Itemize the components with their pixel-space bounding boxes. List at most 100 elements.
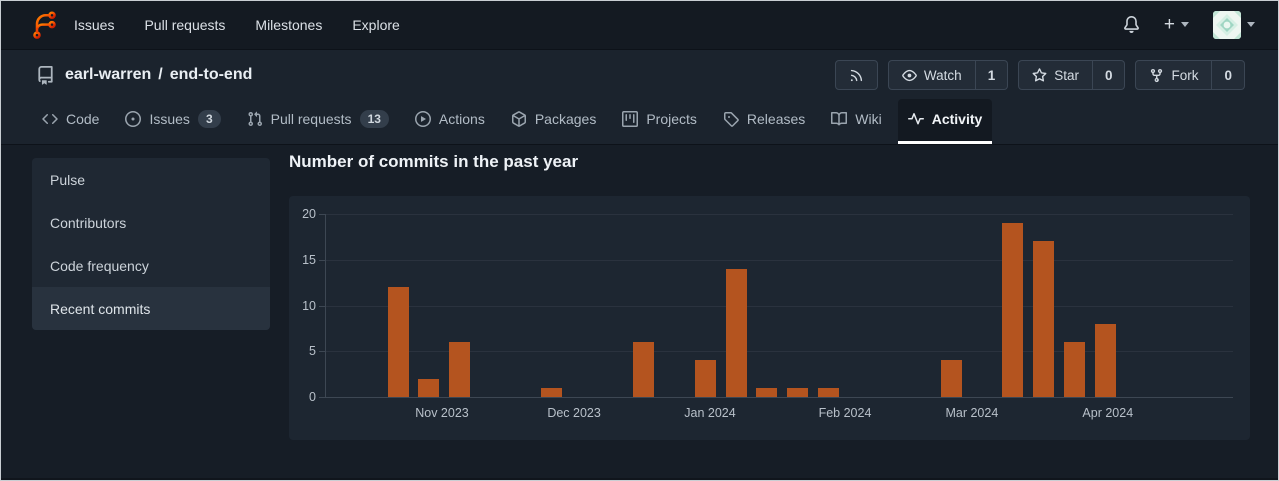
commit-bar-week-12 xyxy=(756,387,778,397)
gridline-y-15 xyxy=(325,259,1233,261)
create-new-dropdown[interactable]: + xyxy=(1164,15,1189,34)
navbar-link-issues[interactable]: Issues xyxy=(74,16,115,33)
navbar-links: Issues Pull requests Milestones Explore xyxy=(74,17,400,33)
commit-bar-week-14 xyxy=(817,387,839,397)
tag-icon xyxy=(723,112,739,127)
star-button[interactable]: Star xyxy=(1018,60,1093,90)
commit-bar-week-13 xyxy=(787,387,809,397)
x-tick-label-0: Nov 2023 xyxy=(415,406,469,420)
forgejo-logo-icon[interactable] xyxy=(28,10,58,40)
gridline-y-20 xyxy=(325,214,1233,215)
tab-label: Actions xyxy=(438,111,485,127)
fork-count[interactable]: 0 xyxy=(1212,60,1245,90)
navbar-link-explore[interactable]: Explore xyxy=(352,16,400,33)
repo-tab-bar: Code Issues 3 Pull requests 13 Actions P… xyxy=(32,99,1279,144)
repo-action-buttons: Watch 1 Star 0 Fork 0 xyxy=(834,60,1245,90)
watch-button-group: Watch 1 xyxy=(887,60,1009,90)
watch-button[interactable]: Watch xyxy=(887,60,976,90)
sidebar-item-code-frequency[interactable]: Code frequency xyxy=(50,257,149,274)
y-tick-label-5: 5 xyxy=(309,344,316,359)
y-tick-mark-10 xyxy=(319,305,325,307)
notifications-bell-icon[interactable] xyxy=(1123,16,1140,33)
tab-label: Projects xyxy=(646,111,697,127)
commit-bar-week-10 xyxy=(694,360,716,397)
play-icon xyxy=(414,111,431,127)
gridline-y-0 xyxy=(325,397,1233,398)
tab-releases[interactable]: Releases xyxy=(713,99,815,144)
y-tick-mark-15 xyxy=(319,259,325,261)
navbar-link-pull-requests[interactable]: Pull requests xyxy=(144,16,226,33)
commit-bar-week-0 xyxy=(387,287,409,397)
star-label: Star xyxy=(1054,67,1079,83)
rss-feed-button[interactable] xyxy=(834,60,878,90)
tab-wiki[interactable]: Wiki xyxy=(821,99,891,144)
x-tick-label-3: Feb 2024 xyxy=(818,406,872,420)
tab-label: Wiki xyxy=(855,111,882,127)
git-pull-request-icon xyxy=(248,111,262,127)
repo-title-row: earl-warren / end-to-end Watch 1 Star 0 xyxy=(0,50,1279,100)
x-tick-label-2: Jan 2024 xyxy=(684,406,736,420)
tab-projects[interactable]: Projects xyxy=(612,99,707,144)
pulse-icon xyxy=(907,113,924,125)
fork-icon xyxy=(1151,68,1163,82)
issues-count-badge: 3 xyxy=(197,109,221,129)
fork-button[interactable]: Fork xyxy=(1135,60,1213,90)
gridline-y-5 xyxy=(325,351,1233,353)
package-icon xyxy=(511,111,526,127)
y-tick-mark-20 xyxy=(319,214,325,215)
rss-icon xyxy=(850,69,863,81)
y-tick-mark-0 xyxy=(319,397,325,398)
navbar-right-group: + xyxy=(1123,10,1255,39)
watch-count[interactable]: 1 xyxy=(975,60,1009,90)
plus-icon: + xyxy=(1163,14,1175,35)
tab-label: Pull requests xyxy=(270,111,352,127)
repo-icon xyxy=(36,65,55,85)
commit-bar-week-20 xyxy=(1002,223,1024,397)
tab-label: Activity xyxy=(931,111,983,127)
commit-bar-week-5 xyxy=(541,387,563,397)
commit-bar-week-21 xyxy=(1033,241,1054,397)
commit-bar-week-23 xyxy=(1094,323,1116,397)
top-navbar: Issues Pull requests Milestones Explore … xyxy=(0,0,1279,50)
issue-opened-icon xyxy=(125,111,142,127)
navbar-link-milestones[interactable]: Milestones xyxy=(255,16,323,33)
watch-label: Watch xyxy=(923,67,962,83)
book-icon xyxy=(831,111,848,126)
sidebar-item-pulse[interactable]: Pulse xyxy=(50,171,86,188)
commit-bar-week-22 xyxy=(1063,342,1085,397)
tab-label: Code xyxy=(66,111,100,127)
repo-owner-link[interactable]: earl-warren xyxy=(65,66,152,83)
commit-bar-week-11 xyxy=(725,268,747,397)
repo-breadcrumb: earl-warren / end-to-end xyxy=(65,66,252,84)
commit-bar-week-2 xyxy=(449,342,470,397)
sidebar-item-contributors[interactable]: Contributors xyxy=(50,214,127,231)
repo-header: earl-warren / end-to-end Watch 1 Star 0 xyxy=(0,50,1279,145)
tab-code[interactable]: Code xyxy=(32,99,109,144)
user-avatar xyxy=(1213,10,1241,39)
sidebar-item-recent-commits[interactable]: Recent commits xyxy=(32,287,270,330)
star-icon xyxy=(1032,67,1047,82)
commit-bar-week-1 xyxy=(418,378,440,397)
y-tick-label-20: 20 xyxy=(302,207,316,221)
x-tick-label-1: Dec 2023 xyxy=(547,406,601,420)
tab-label: Packages xyxy=(534,111,597,127)
star-button-group: Star 0 xyxy=(1018,60,1126,90)
commits-chart-canvas[interactable]: 0 5 10 15 20 Nov 2023 Dec 2023 Jan 2024 Feb 2024… xyxy=(289,196,1250,440)
star-count[interactable]: 0 xyxy=(1092,60,1126,90)
tab-pull-requests[interactable]: Pull requests 13 xyxy=(237,99,399,144)
x-tick-label-4: Mar 2024 xyxy=(945,406,999,420)
y-tick-label-15: 15 xyxy=(302,252,316,267)
x-tick-label-5: Apr 2024 xyxy=(1082,406,1134,420)
tab-actions[interactable]: Actions xyxy=(405,99,495,144)
y-tick-mark-5 xyxy=(319,351,325,353)
page-title: Number of commits in the past year xyxy=(289,152,579,171)
fork-label: Fork xyxy=(1171,67,1199,83)
tab-packages[interactable]: Packages xyxy=(501,99,606,144)
tab-activity[interactable]: Activity xyxy=(897,99,993,144)
user-menu-dropdown[interactable] xyxy=(1213,10,1255,39)
repo-name-link[interactable]: end-to-end xyxy=(169,66,253,83)
fork-button-group: Fork 0 xyxy=(1135,60,1245,90)
eye-icon xyxy=(902,69,917,81)
breadcrumb-separator: / xyxy=(158,66,163,83)
tab-issues[interactable]: Issues 3 xyxy=(115,99,230,144)
